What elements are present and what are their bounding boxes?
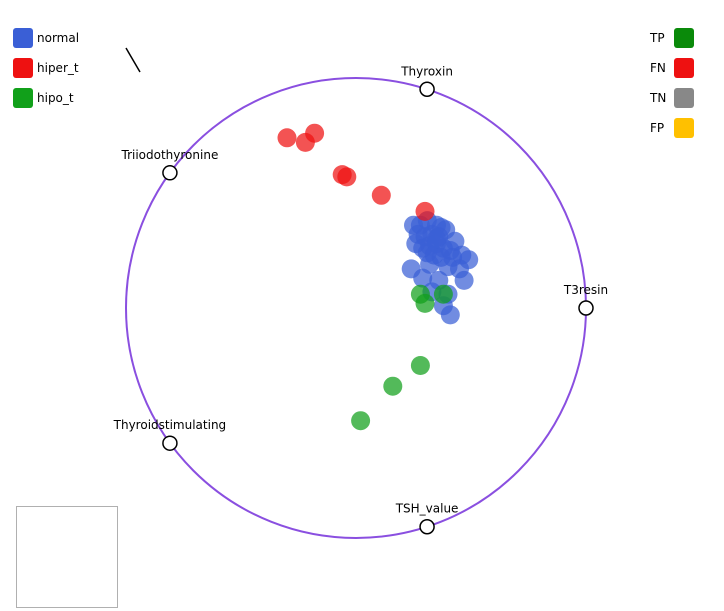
data-point-hipo-t[interactable] [415,293,435,313]
data-point-hiper-t[interactable] [337,167,357,187]
data-point-normal[interactable] [427,229,446,249]
class-legend: normal hiper_t hipo_t [13,28,79,118]
cursor-mark [125,47,141,73]
legend-label: TN [650,91,667,105]
data-point-normal[interactable] [440,305,460,325]
legend-swatch [13,58,33,78]
data-point-normal[interactable] [413,268,433,288]
data-point-normal[interactable] [454,270,474,290]
anchor-handle[interactable] [578,300,594,316]
legend-swatch [674,118,694,138]
data-point-hipo-t[interactable] [351,411,371,431]
confusion-legend: TP FN TN FP [650,28,694,148]
legend-label: TP [650,31,665,45]
legend-swatch [674,28,694,48]
data-point-hipo-t[interactable] [433,284,453,304]
legend-item-hipo-t[interactable]: hipo_t [13,88,79,108]
legend-label: hiper_t [37,61,79,75]
anchor-label: T3resin [563,283,608,297]
legend-item-tp[interactable]: TP [650,28,694,48]
anchor-label: TSH_value [395,502,459,516]
anchor-label: Triiodothyronine [121,148,219,162]
legend-item-hiper-t[interactable]: hiper_t [13,58,79,78]
anchor-handle[interactable] [419,81,435,98]
anchor-label: Thyroxin [400,64,453,78]
data-point-hiper-t[interactable] [371,185,391,205]
legend-label: FP [650,121,665,135]
minimap-panel[interactable] [16,506,118,608]
data-point-hiper-t[interactable] [305,123,325,143]
legend-label: FN [650,61,666,75]
legend-item-fp[interactable]: FP [650,118,694,138]
anchor-label: Thyroidstimulating [113,418,227,432]
legend-item-fn[interactable]: FN [650,58,694,78]
legend-item-normal[interactable]: normal [13,28,79,48]
legend-label: hipo_t [37,91,74,105]
legend-swatch [674,88,694,108]
anchor-handle[interactable] [162,435,178,451]
legend-item-tn[interactable]: TN [650,88,694,108]
legend-swatch [674,58,694,78]
data-point-hiper-t[interactable] [415,201,435,221]
anchor-handle[interactable] [419,518,435,535]
data-point-hipo-t[interactable] [410,356,430,375]
legend-swatch [13,88,33,108]
data-point-hiper-t[interactable] [277,128,297,148]
anchor-handle[interactable] [162,165,178,181]
legend-swatch [13,28,33,48]
data-point-hipo-t[interactable] [383,376,403,396]
legend-label: normal [37,31,80,45]
data-point-normal[interactable] [445,231,465,251]
